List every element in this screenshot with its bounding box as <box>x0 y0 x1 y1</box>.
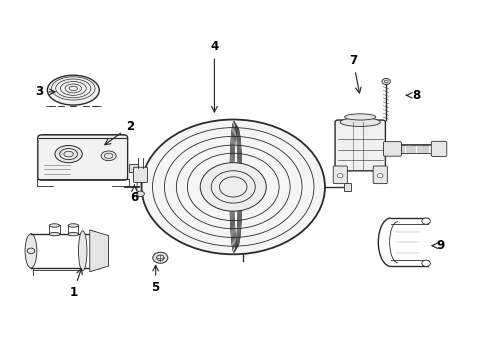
Circle shape <box>377 174 383 178</box>
Ellipse shape <box>340 118 380 126</box>
Text: 9: 9 <box>432 239 444 252</box>
Circle shape <box>422 218 430 224</box>
Text: 3: 3 <box>35 85 55 98</box>
Circle shape <box>382 78 391 85</box>
Circle shape <box>200 163 266 211</box>
Text: 1: 1 <box>69 269 82 299</box>
Ellipse shape <box>25 234 37 268</box>
Ellipse shape <box>49 224 60 227</box>
Text: 4: 4 <box>210 40 219 112</box>
Bar <box>344 183 351 191</box>
Ellipse shape <box>49 233 60 236</box>
FancyBboxPatch shape <box>38 135 127 180</box>
Ellipse shape <box>68 224 78 227</box>
FancyBboxPatch shape <box>335 120 386 171</box>
Bar <box>128 164 138 172</box>
FancyBboxPatch shape <box>431 141 447 157</box>
FancyBboxPatch shape <box>373 166 387 184</box>
FancyBboxPatch shape <box>133 167 147 183</box>
Circle shape <box>137 191 145 197</box>
Ellipse shape <box>78 231 87 271</box>
FancyBboxPatch shape <box>384 141 401 156</box>
Circle shape <box>142 120 325 254</box>
Text: 2: 2 <box>105 120 134 145</box>
Ellipse shape <box>344 114 376 120</box>
Text: 8: 8 <box>407 89 421 102</box>
Text: 5: 5 <box>151 265 160 294</box>
Polygon shape <box>90 230 109 272</box>
Ellipse shape <box>101 151 116 161</box>
Text: 6: 6 <box>130 185 139 204</box>
Circle shape <box>422 260 430 266</box>
FancyBboxPatch shape <box>333 166 347 184</box>
Circle shape <box>338 174 343 178</box>
Ellipse shape <box>48 75 99 105</box>
Ellipse shape <box>55 145 82 163</box>
Ellipse shape <box>68 233 78 236</box>
Circle shape <box>153 252 168 263</box>
Text: 7: 7 <box>349 54 361 93</box>
